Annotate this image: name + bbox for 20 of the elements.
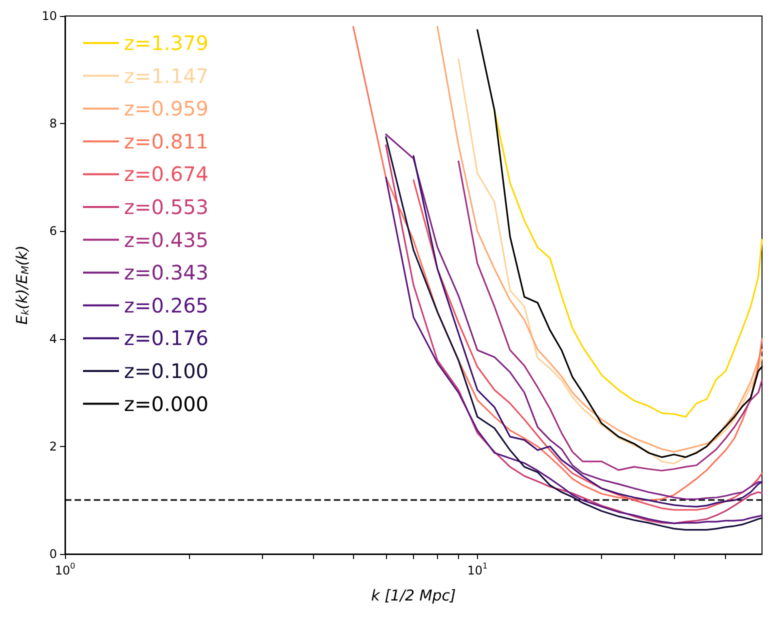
legend-label: z=0.674	[124, 162, 209, 186]
y-axis-title: Ek(k)/EM(k)	[12, 245, 32, 325]
legend-label: z=0.435	[124, 228, 209, 252]
y-tick-label: 6	[49, 224, 57, 238]
legend-label: z=1.147	[124, 64, 209, 88]
legend-label: z=0.265	[124, 293, 209, 318]
legend-label: z=0.000	[124, 392, 209, 416]
legend-label: z=0.959	[124, 96, 209, 121]
legend-label: z=0.811	[124, 129, 209, 154]
legend-label: z=0.343	[124, 260, 209, 285]
y-tick-label: 0	[49, 547, 57, 561]
y-tick-label: 8	[49, 116, 57, 131]
y-tick-label: 10	[42, 9, 57, 23]
y-tick-label: 2	[49, 439, 57, 454]
y-tick-label: 4	[49, 332, 57, 346]
x-axis-title: k [1/2 Mpc]	[371, 586, 456, 604]
legend-label: z=0.176	[124, 326, 209, 350]
legend-label: z=0.553	[124, 195, 209, 219]
legend-label: z=0.100	[124, 359, 209, 383]
legend-label: z=1.379	[124, 31, 209, 55]
